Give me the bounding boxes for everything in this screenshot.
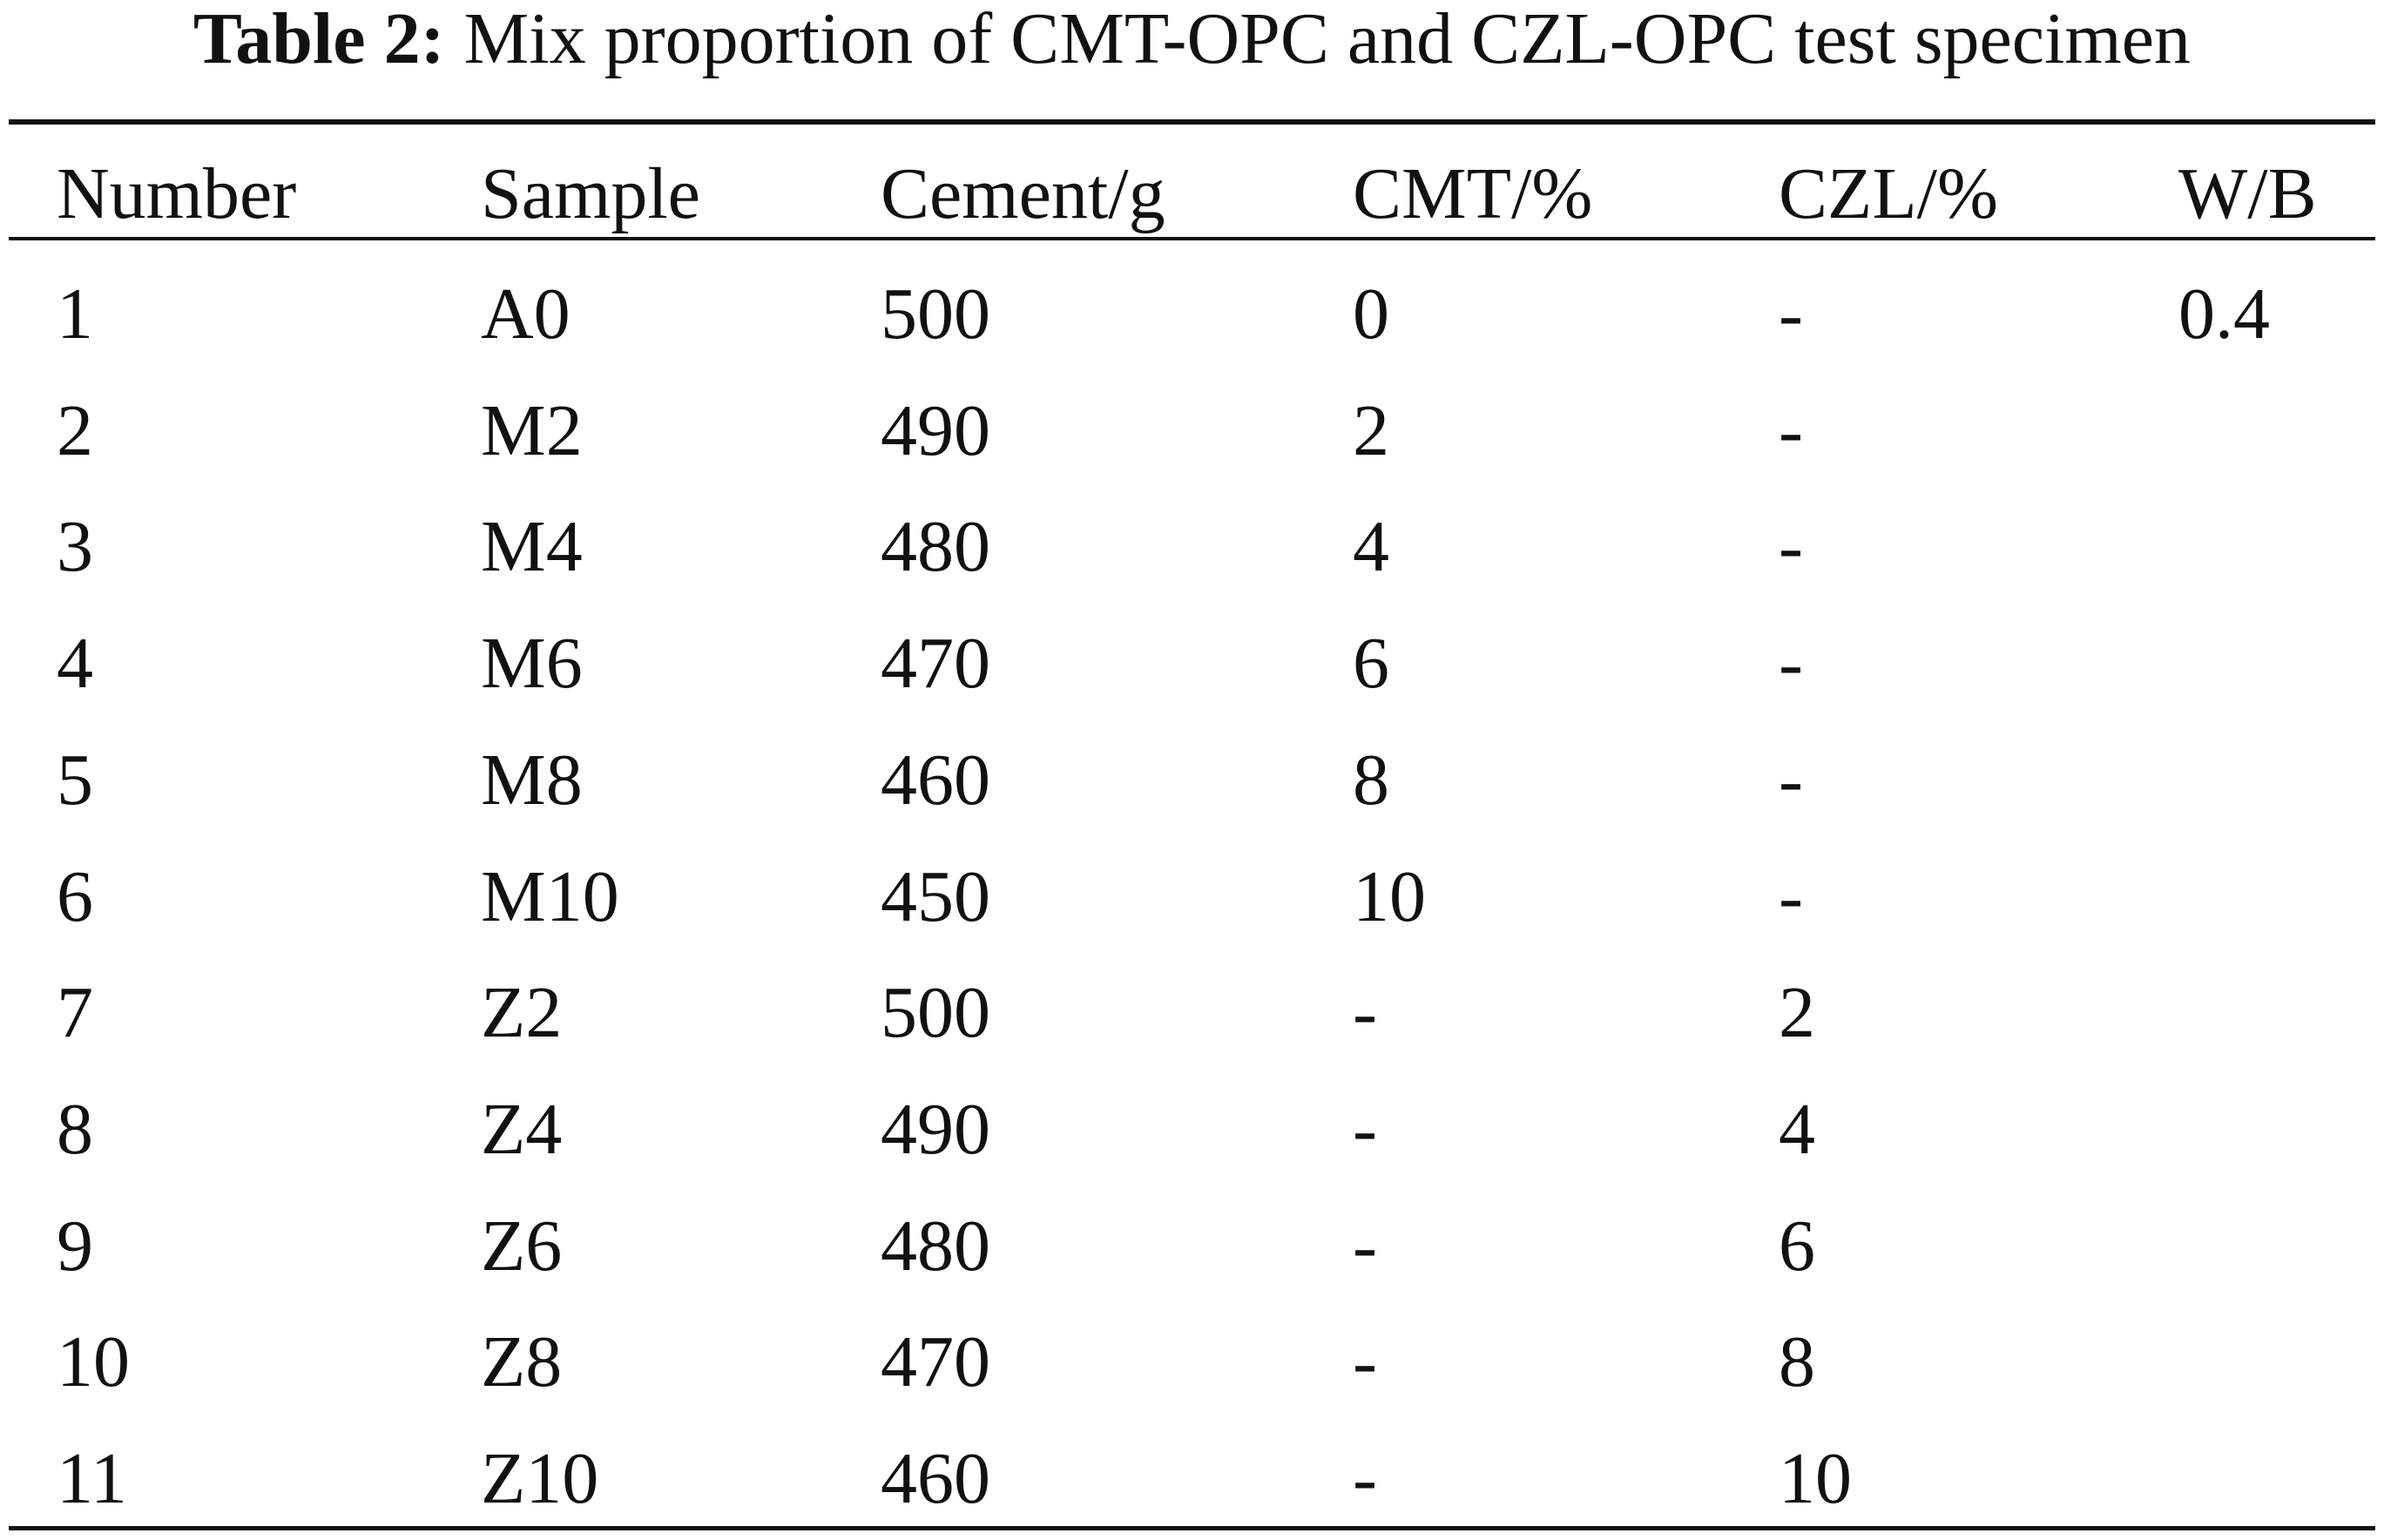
table-cell: 8: [57, 1088, 93, 1170]
table-cell: M6: [481, 623, 583, 705]
header-cell: Sample: [481, 153, 700, 234]
table-cell: Z2: [481, 972, 563, 1054]
table-cell: A0: [481, 274, 571, 355]
table-cell: -: [1779, 855, 1803, 937]
table-cell: -: [1353, 1438, 1377, 1519]
header-cell: CMT/%: [1353, 153, 1593, 234]
table-cell: 8: [1779, 1321, 1815, 1403]
table-cell: 6: [1353, 623, 1389, 705]
table-cell: 460: [881, 739, 990, 821]
table-cell: 10: [1353, 855, 1426, 937]
table-cell: 480: [881, 1205, 990, 1287]
table-cell: 2: [1353, 389, 1389, 471]
table-cell: 1: [57, 274, 93, 355]
table-cell: 490: [881, 389, 990, 471]
table-cell: 450: [881, 855, 990, 937]
caption-label: Table 2:: [192, 0, 445, 79]
header-cell: Cement/g: [881, 153, 1165, 234]
table-cell: 460: [881, 1438, 990, 1519]
table-cell: 10: [1779, 1438, 1852, 1519]
table-cell: 6: [1779, 1205, 1815, 1287]
table-cell: 4: [1779, 1088, 1815, 1170]
table-cell: 2: [1779, 972, 1815, 1054]
table-cell: -: [1779, 623, 1803, 705]
table-cell: 8: [1353, 739, 1389, 821]
table-cell: 6: [57, 855, 93, 937]
table-cell: -: [1353, 1321, 1377, 1403]
caption-text: Mix proportion of CMT-OPC and CZL-OPC te…: [463, 0, 2192, 79]
table-cell: 490: [881, 1088, 990, 1170]
table-cell: 11: [57, 1438, 127, 1519]
table-cell: -: [1779, 274, 1803, 355]
table-cell: -: [1779, 739, 1803, 821]
table-cell: -: [1353, 1088, 1377, 1170]
table-cell: M2: [481, 389, 583, 471]
table-cell: -: [1353, 1205, 1377, 1287]
header-cell: Number: [57, 153, 297, 234]
table-cell: 470: [881, 1321, 990, 1403]
bottom-rule: [9, 1526, 2375, 1530]
table-cell: 4: [57, 623, 93, 705]
table-cell: 10: [57, 1321, 130, 1403]
table-cell: 470: [881, 623, 990, 705]
table-cell: 0.4: [2178, 274, 2270, 355]
table-caption: Table 2: Mix proportion of CMT-OPC and CZ…: [0, 0, 2384, 78]
table-cell: -: [1779, 389, 1803, 471]
table-cell: Z10: [481, 1438, 599, 1519]
table-cell: 2: [57, 389, 93, 471]
table-cell: 5: [57, 739, 93, 821]
table-cell: -: [1353, 972, 1377, 1054]
table-cell: 500: [881, 274, 990, 355]
table-cell: 9: [57, 1205, 93, 1287]
table-cell: 480: [881, 506, 990, 588]
table-cell: 4: [1353, 506, 1389, 588]
table-cell: M10: [481, 855, 619, 937]
table-cell: -: [1779, 506, 1803, 588]
top-rule: [9, 119, 2375, 125]
header-rule: [9, 237, 2375, 240]
table-cell: 3: [57, 506, 93, 588]
table-cell: M4: [481, 506, 583, 588]
header-cell: CZL/%: [1779, 153, 1998, 234]
header-cell: W/B: [2178, 153, 2317, 234]
table-cell: 0: [1353, 274, 1389, 355]
table-cell: M8: [481, 739, 583, 821]
table-cell: Z8: [481, 1321, 563, 1403]
table-cell: Z4: [481, 1088, 563, 1170]
table-cell: 7: [57, 972, 93, 1054]
table-cell: Z6: [481, 1205, 563, 1287]
table-cell: 500: [881, 972, 990, 1054]
